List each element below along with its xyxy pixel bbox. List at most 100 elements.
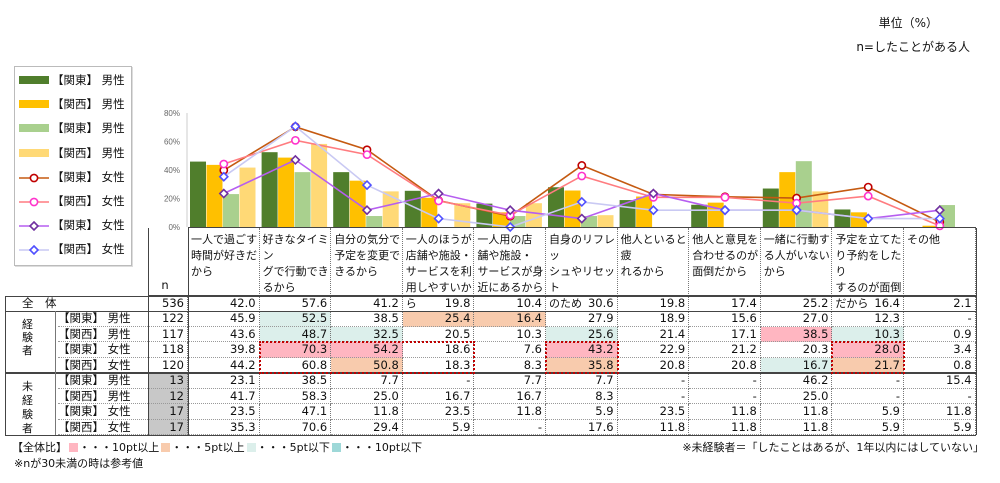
bar (850, 212, 867, 227)
bar (382, 191, 399, 227)
category-header: 一緒に行動す る人がいない から (761, 228, 833, 296)
table-cell: 11.8 (760, 419, 833, 435)
table-cell: 70.3 (259, 342, 332, 358)
table-rule (148, 228, 149, 435)
color-swatch-icon (69, 442, 78, 452)
table-cell: - (617, 388, 690, 404)
n-value: 117 (148, 326, 188, 342)
bar (691, 204, 708, 227)
row-label: 【関東】 男性 (58, 311, 148, 327)
legend-label: 【関東】 男性 (52, 73, 125, 87)
definition-note: ※未経験者＝「したことはあるが、1年以内にはしていない」 (682, 441, 984, 454)
table-cell: 11.8 (331, 404, 403, 420)
table-cell: 44.2 (188, 357, 260, 373)
category-header: 他人と意見を 合わせるのが 面倒だから (689, 228, 761, 296)
category-header: 一人のほうが 店舗や施設・ サービスを利 用しやすいから (403, 228, 475, 310)
table-cell: 8.3 (546, 388, 618, 404)
row-label: 【関西】 男性 (58, 389, 148, 404)
line-marker (218, 171, 229, 182)
bar-swatch-icon (19, 76, 49, 84)
table-cell: 21.4 (617, 326, 690, 342)
table-cell: 0.9 (904, 326, 976, 342)
table-cell: 27.9 (546, 311, 618, 327)
y-tick-label: 40% (164, 166, 180, 175)
table-cell: 17.6 (546, 419, 618, 435)
table-cell: 0.8 (904, 357, 976, 373)
table-cell: 57.6 (259, 296, 332, 312)
table-rule (148, 295, 976, 297)
n-value: 13 (148, 373, 188, 389)
table-rule (5, 296, 6, 435)
table-cell: 41.2 (331, 296, 403, 312)
base-label: n=したことがある人 (856, 40, 970, 54)
legend-item: 【関東】 女性 (19, 216, 125, 234)
bar (762, 188, 779, 227)
y-tick-label: 80% (164, 109, 180, 118)
group-label: 未 経 験 者 (22, 380, 33, 435)
table-cell: 17.1 (689, 326, 761, 342)
bar (564, 190, 581, 227)
line-marker-icon (19, 196, 49, 207)
line-marker (791, 205, 802, 216)
legend-item: 【関西】 男性 (19, 144, 125, 162)
bar (239, 167, 256, 227)
table-cell: 8.3 (474, 357, 546, 373)
bar (366, 216, 383, 227)
table-rule (975, 228, 977, 435)
color-legend-label: ・・・10pt以下 (341, 441, 423, 454)
table-cell: 54.2 (331, 342, 403, 358)
line-marker (361, 205, 373, 216)
table-cell: 15.4 (904, 373, 976, 389)
bar (311, 143, 328, 227)
legend-label: 【関東】 女性 (52, 169, 125, 184)
bar (190, 161, 206, 227)
bar (812, 191, 829, 227)
table-cell: 32.5 (331, 326, 403, 342)
n-header: n (161, 278, 169, 292)
table-cell: 25.4 (402, 311, 475, 327)
table-cell: 11.8 (617, 419, 690, 435)
table-cell: 29.4 (331, 419, 403, 435)
legend-label: 【関西】 男性 (52, 145, 125, 160)
legend-item: 【関西】 女性 (19, 192, 125, 210)
line-marker (290, 154, 301, 166)
legend-label: 【関西】 女性 (52, 242, 125, 257)
line-marker (720, 192, 730, 202)
bar (779, 172, 796, 227)
table-rule (188, 227, 976, 228)
line-marker (219, 159, 229, 169)
table-cell: 23.5 (617, 404, 690, 420)
table-cell: - (904, 311, 976, 327)
table-cell: 20.8 (689, 357, 761, 373)
line-marker (290, 121, 301, 132)
n-value: 12 (148, 388, 188, 404)
table-cell: 12.3 (832, 311, 904, 327)
line-marker (362, 150, 372, 160)
table-cell: 10.3 (474, 326, 546, 342)
legend-item: 【関西】 女性 (19, 240, 125, 258)
table-cell: 21.7 (832, 357, 904, 373)
table-cell: - (904, 388, 976, 404)
table-cell: 48.7 (259, 326, 332, 342)
legend-item: 【関東】 女性 (19, 168, 125, 186)
table-cell: 18.3 (402, 357, 475, 373)
table-rule (5, 435, 976, 436)
table-cell: - (832, 373, 904, 389)
table-cell: 70.6 (259, 419, 332, 435)
legend-item: 【関西】 男性 (19, 95, 125, 113)
category-header: その他 (904, 228, 976, 296)
table-cell: 23.5 (188, 404, 260, 420)
table-cell: 7.7 (474, 373, 546, 389)
row-label: 【関西】 女性 (58, 358, 148, 373)
n-note: ※nが30未満の時は参考値 (14, 457, 144, 470)
line-marker (719, 205, 731, 216)
table-cell: 46.2 (760, 373, 833, 389)
table-cell: 16.4 (474, 311, 546, 327)
line-marker (505, 205, 516, 216)
table-cell: 17.4 (689, 296, 761, 312)
row-label: 【関東】 女性 (58, 342, 148, 358)
line-marker (934, 213, 945, 224)
bar (548, 187, 564, 227)
table-cell: 35.8 (546, 357, 618, 373)
table-rule (5, 311, 976, 312)
